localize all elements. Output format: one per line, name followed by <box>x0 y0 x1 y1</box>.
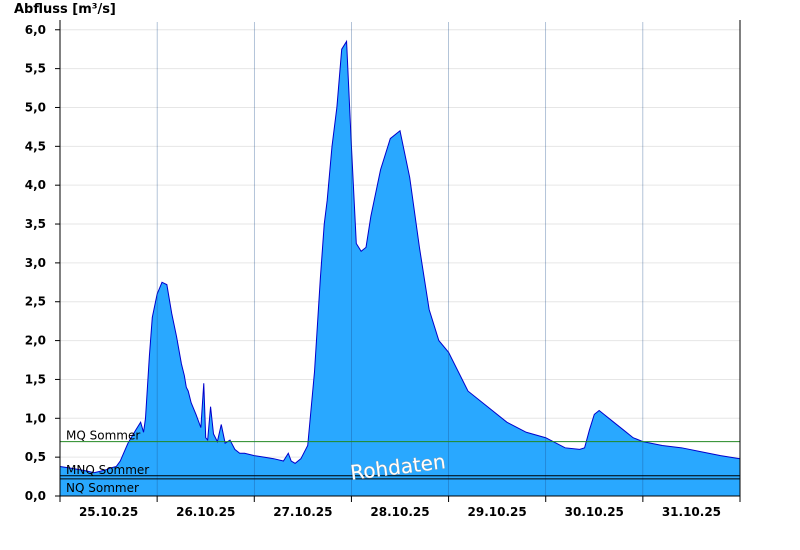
x-tick-label-5: 30.10.25 <box>565 505 624 519</box>
y-tick-label-8: 4,0 <box>25 178 46 192</box>
x-tick-label-1: 26.10.25 <box>176 505 235 519</box>
reference-label-1: MNQ Sommer <box>66 463 149 477</box>
reference-label-2: NQ Sommer <box>66 481 139 495</box>
day-separators <box>156 22 644 496</box>
x-tick-label-3: 28.10.25 <box>370 505 429 519</box>
y-axis-title: Abfluss [m³/s] <box>14 2 116 17</box>
y-tick-label-3: 1,5 <box>25 372 46 386</box>
discharge-area <box>60 41 740 497</box>
plot-area <box>59 39 741 497</box>
y-tick-label-10: 5,0 <box>25 100 46 114</box>
y-tick-label-11: 5,5 <box>25 62 46 76</box>
y-tick-label-2: 1,0 <box>25 411 46 425</box>
x-tick-label-4: 29.10.25 <box>468 505 527 519</box>
y-tick-label-0: 0,0 <box>25 489 46 503</box>
discharge-line <box>59 39 741 474</box>
reference-label-0: MQ Sommer <box>66 429 140 443</box>
reference-lines: MQ Sommer MNQ Sommer NQ Sommer <box>60 429 740 495</box>
x-tick-label-6: 31.10.25 <box>662 505 721 519</box>
x-tick-label-0: 25.10.25 <box>79 505 138 519</box>
y-tick-label-7: 3,5 <box>25 217 46 231</box>
axes <box>59 20 741 497</box>
y-tick-label-4: 2,0 <box>25 334 46 348</box>
x-tick-label-2: 27.10.25 <box>273 505 332 519</box>
y-tick-label-12: 6,0 <box>25 23 46 37</box>
y-tick-label-5: 2,5 <box>25 295 46 309</box>
y-tick-label-1: 0,5 <box>25 450 46 464</box>
y-ticks: 0,0 0,5 1,0 1,5 2,0 2,5 3,0 3,5 4,0 4,5 5,0 5,5 6,0 <box>25 23 60 503</box>
y-tick-label-9: 4,5 <box>25 139 46 153</box>
y-tick-label-6: 3,0 <box>25 256 46 270</box>
x-ticks: 25.10.25 26.10.25 27.10.25 28.10.25 29.10.25… <box>59 496 741 519</box>
